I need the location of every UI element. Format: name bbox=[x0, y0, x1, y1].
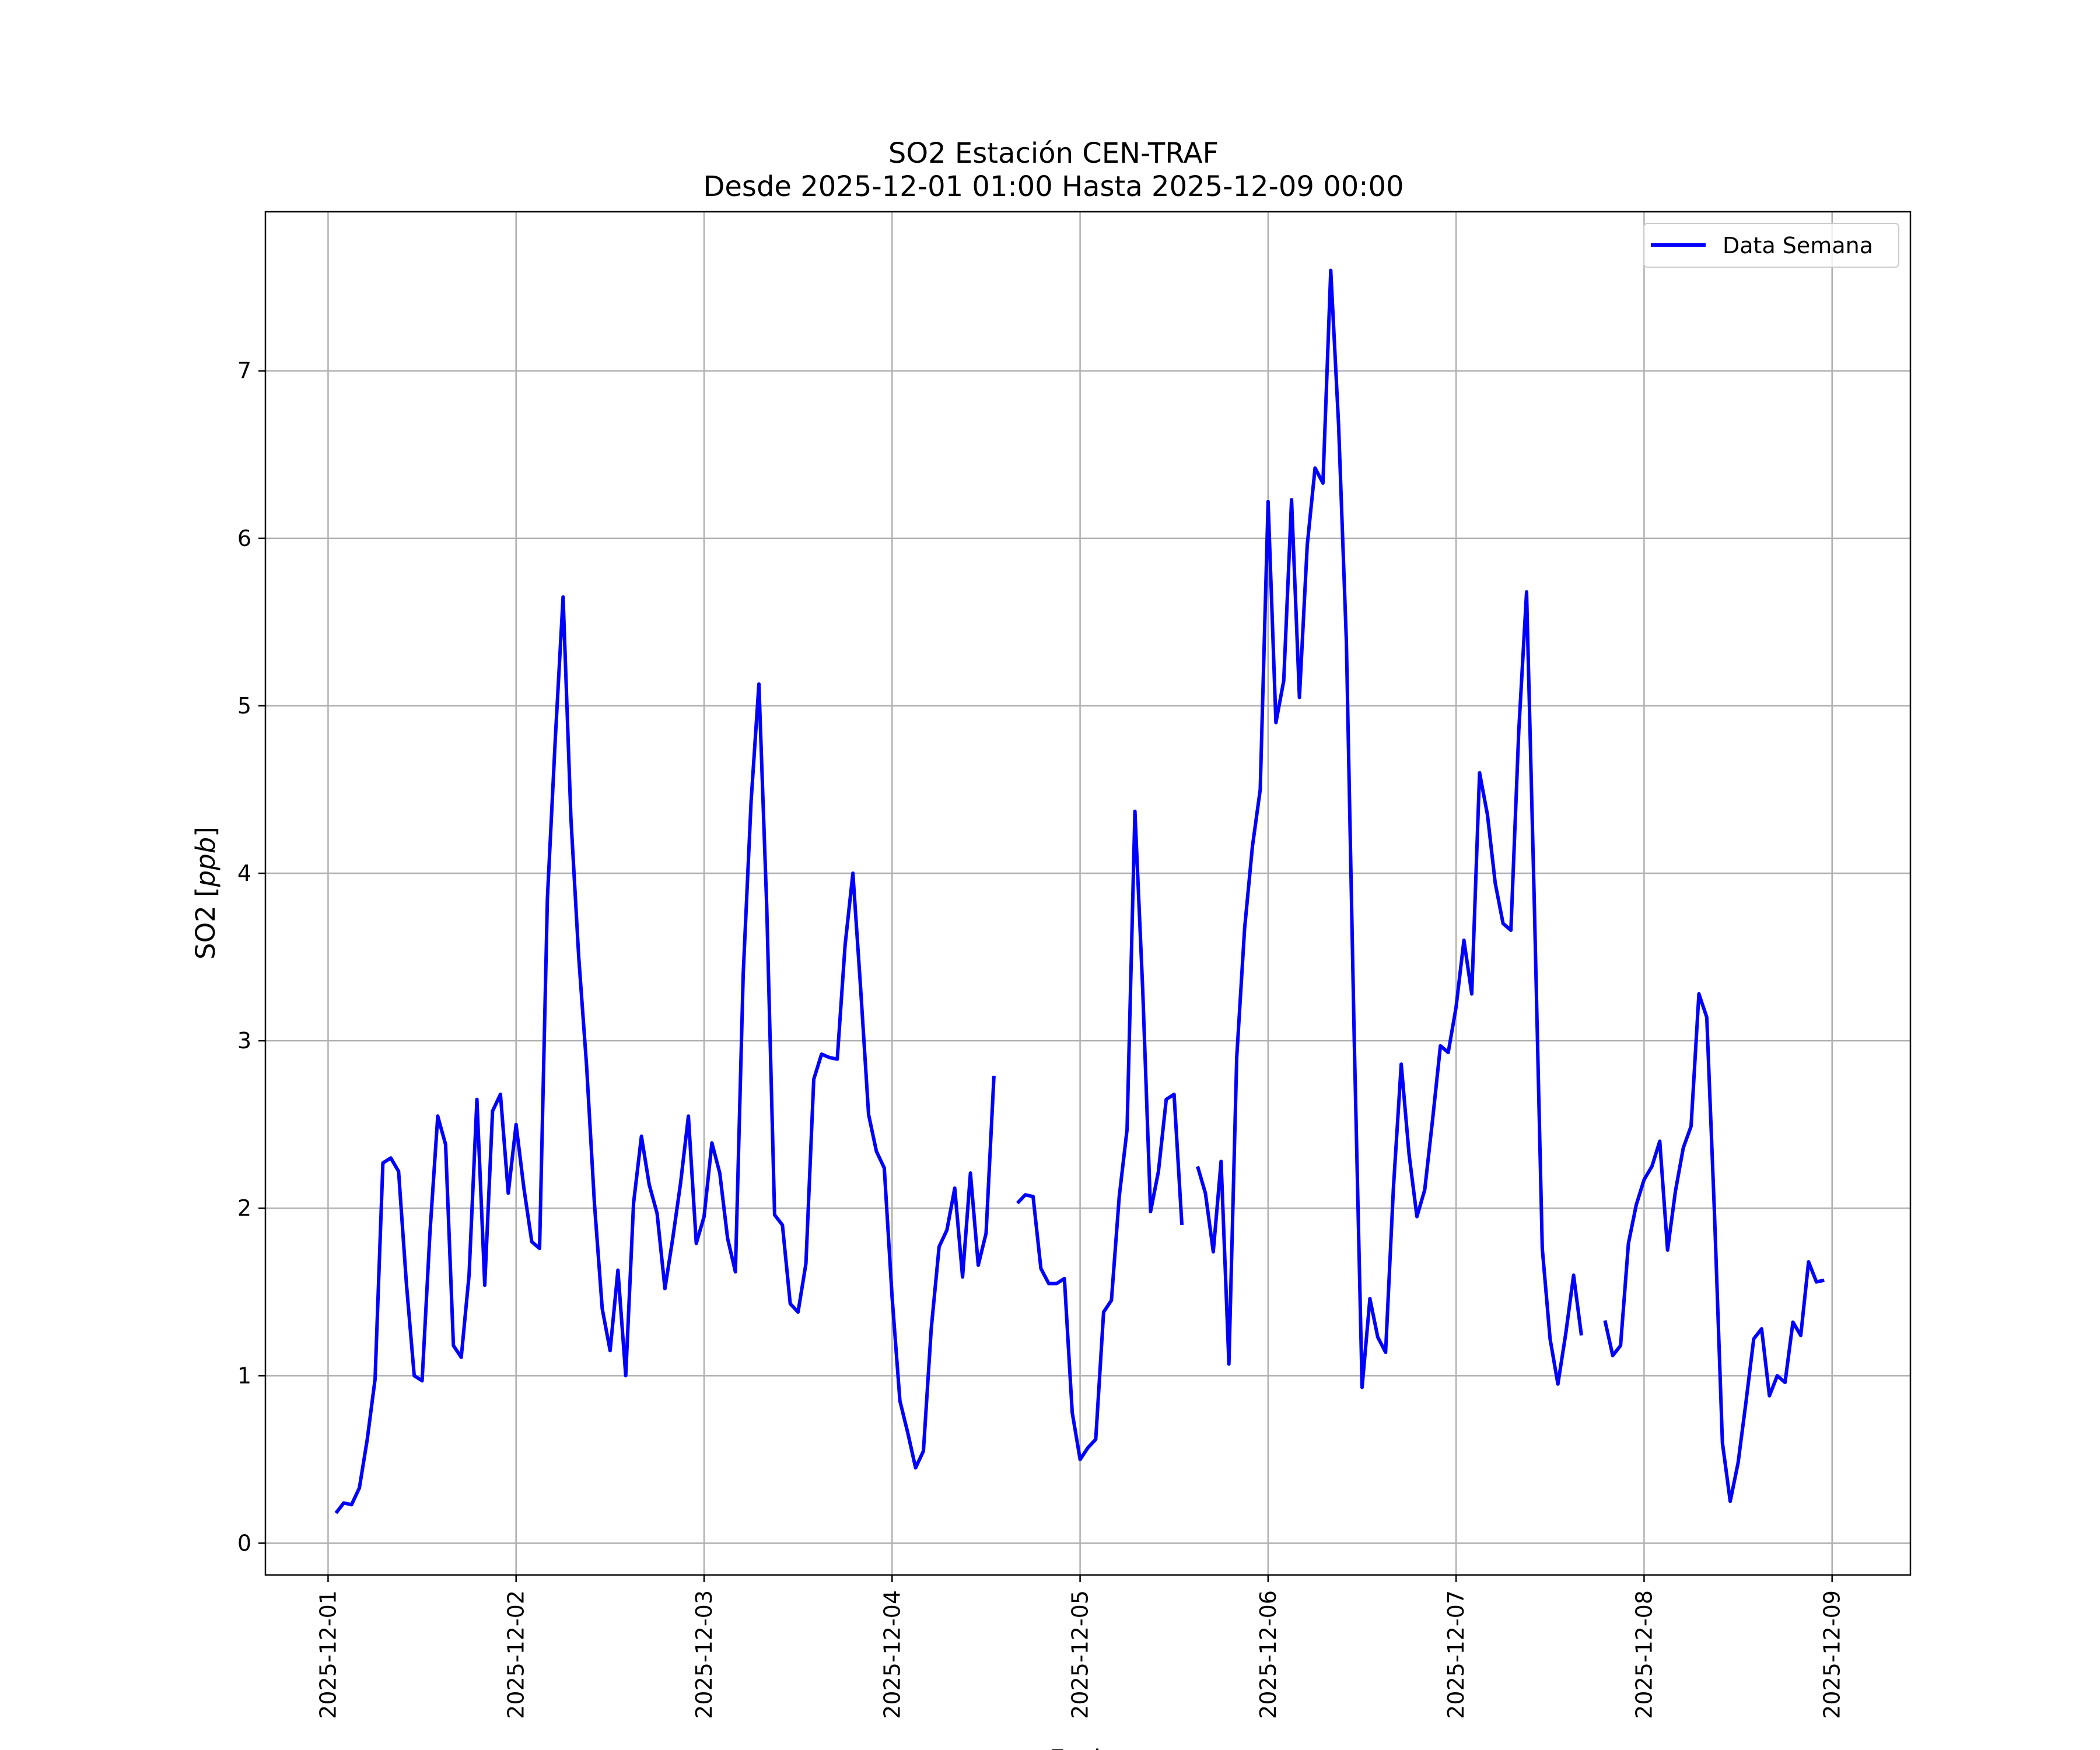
y-tick-label-6: 6 bbox=[237, 526, 251, 551]
y-tick-label-3: 3 bbox=[237, 1028, 251, 1054]
y-axis-label-unit: ppb bbox=[190, 837, 221, 888]
chart-title-line1: SO2 Estación CEN-TRAF bbox=[888, 137, 1219, 170]
chart-title-line2: Desde 2025-12-01 01:00 Hasta 2025-12-09 … bbox=[703, 170, 1404, 203]
series-0-segment-0 bbox=[334, 595, 996, 1514]
y-tick-label-1: 1 bbox=[237, 1363, 251, 1388]
legend-box bbox=[1643, 223, 1899, 268]
x-tick-label-1: 2025-12-02 bbox=[503, 1590, 529, 1719]
x-tick-label-7: 2025-12-08 bbox=[1631, 1590, 1657, 1719]
y-tick-label-0: 0 bbox=[237, 1530, 251, 1556]
x-axis-ticks: 2025-12-01 2025-12-02 2025-12-03 2025-12-04… bbox=[315, 1575, 1845, 1719]
y-axis-ticks: 0 1 2 3 4 5 6 7 bbox=[237, 358, 265, 1556]
x-tick-label-3: 2025-12-04 bbox=[879, 1590, 905, 1719]
y-tick-label-7: 7 bbox=[237, 358, 251, 384]
series-0-segment-1 bbox=[1016, 809, 1184, 1461]
x-tick-label-6: 2025-12-07 bbox=[1443, 1590, 1469, 1719]
series-0-segment-2 bbox=[1196, 268, 1583, 1390]
series-data-semana bbox=[334, 268, 1825, 1514]
x-tick-label-2: 2025-12-03 bbox=[691, 1590, 717, 1719]
y-tick-label-5: 5 bbox=[237, 693, 251, 719]
x-tick-label-0: 2025-12-01 bbox=[315, 1590, 341, 1719]
legend: Data Semana bbox=[1643, 223, 1899, 268]
y-tick-label-4: 4 bbox=[237, 860, 251, 886]
y-axis-label-suffix: ] bbox=[190, 827, 221, 837]
legend-label: Data Semana bbox=[1723, 233, 1873, 258]
x-tick-label-4: 2025-12-05 bbox=[1068, 1590, 1093, 1719]
x-tick-label-8: 2025-12-09 bbox=[1819, 1590, 1845, 1719]
x-axis-label: Fecha bbox=[1049, 1744, 1126, 1750]
series-0-segment-3 bbox=[1603, 992, 1825, 1503]
grid-lines bbox=[265, 212, 1910, 1575]
y-tick-label-2: 2 bbox=[237, 1195, 251, 1221]
y-axis-label-prefix: SO2 [ bbox=[190, 887, 221, 959]
x-tick-label-5: 2025-12-06 bbox=[1255, 1590, 1281, 1719]
y-axis-label: SO2 [ppb] bbox=[190, 827, 221, 960]
plot-frame bbox=[264, 211, 1912, 1576]
